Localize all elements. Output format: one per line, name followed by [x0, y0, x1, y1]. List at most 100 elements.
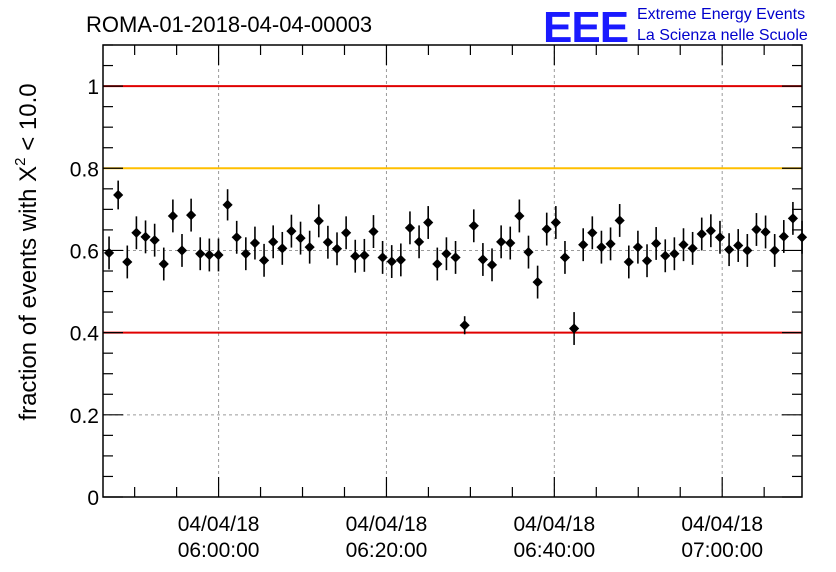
data-point-17: [258, 243, 270, 277]
data-point-42: [486, 248, 498, 282]
marker-32: [395, 254, 406, 265]
chart-title: ROMA-01-2018-04-04-00003: [86, 12, 372, 37]
data-point-21: [295, 221, 306, 255]
marker-28: [359, 250, 370, 261]
data-point-33: [404, 211, 416, 245]
marker-12: [213, 249, 224, 261]
data-point-57: [623, 245, 634, 279]
marker-5: [149, 235, 160, 246]
marker-10: [195, 248, 206, 259]
marker-38: [450, 252, 461, 263]
marker-8: [176, 245, 188, 256]
data-point-38: [450, 241, 461, 274]
data-point-2: [122, 245, 133, 279]
marker-67: [714, 232, 726, 243]
reference-lines: [103, 85, 802, 334]
y-axis-label-sup: 2: [12, 157, 29, 165]
data-point-30: [377, 241, 388, 274]
data-point-24: [322, 225, 333, 259]
marker-39: [459, 320, 470, 331]
x-tick-label-time-3: 07:00:00: [681, 539, 763, 562]
logo-line-2: La Scienza nelle Scuole: [637, 27, 808, 44]
data-point-19: [277, 231, 288, 265]
data-point-8: [176, 234, 188, 267]
axes: [102, 44, 803, 498]
marker-27: [350, 251, 361, 262]
data-point-62: [669, 237, 680, 271]
logo-mark: EEE: [543, 3, 628, 52]
x-tick-label-date-0: 04/04/18: [178, 513, 260, 536]
data-point-31: [386, 245, 397, 278]
x-tick-label-time-0: 06:00:00: [178, 539, 260, 562]
marker-1: [113, 189, 124, 201]
y-tick-label-4: 0.8: [70, 158, 99, 181]
marker-51: [568, 323, 580, 334]
y-tick-label-3: 0.6: [70, 240, 99, 263]
data-point-37: [441, 237, 452, 271]
marker-61: [660, 250, 671, 261]
data-point-39: [459, 316, 470, 335]
marker-43: [496, 236, 507, 247]
marker-2: [122, 256, 133, 268]
y-axis-label-suffix: < 10.0: [15, 83, 42, 157]
marker-60: [651, 238, 662, 249]
marker-14: [231, 232, 242, 243]
logo-line-1: Extreme Energy Events: [637, 6, 805, 23]
marker-13: [222, 199, 233, 210]
data-point-22: [304, 230, 315, 264]
marker-37: [441, 248, 452, 259]
data-point-32: [395, 243, 406, 277]
data-point-20: [286, 214, 297, 248]
data-point-60: [651, 227, 662, 260]
marker-36: [432, 258, 443, 270]
data-point-51: [568, 312, 580, 345]
data-point-61: [660, 239, 671, 273]
data-point-16: [249, 226, 261, 260]
marker-63: [678, 239, 689, 250]
marker-22: [304, 242, 315, 253]
marker-57: [623, 256, 634, 268]
marker-31: [386, 256, 397, 267]
marker-7: [167, 210, 178, 222]
data-point-10: [195, 237, 206, 271]
x-tick-label-date-1: 04/04/18: [346, 513, 428, 536]
y-axis-label: fraction of events with X2 < 10.0: [12, 83, 42, 420]
marker-3: [131, 227, 142, 238]
x-tick-label-time-2: 06:40:00: [513, 539, 595, 562]
data-point-28: [359, 238, 370, 272]
y-tick-labels: 0 0.2 0.4 0.6 0.8 1: [70, 76, 100, 510]
marker-30: [377, 252, 388, 263]
data-point-3: [131, 216, 142, 250]
data-point-13: [222, 189, 233, 221]
marker-15: [240, 248, 251, 259]
marker-21: [295, 233, 306, 244]
x-tick-label-time-1: 06:20:00: [346, 539, 428, 562]
y-tick-label-2: 0.4: [70, 323, 100, 346]
data-point-67: [714, 220, 726, 254]
marker-59: [641, 255, 653, 266]
y-tick-label-5: 1: [87, 76, 99, 99]
data-point-59: [641, 244, 653, 278]
data-point-47: [532, 265, 543, 299]
data-point-36: [432, 247, 443, 281]
data-point-15: [240, 237, 251, 271]
marker-62: [669, 248, 680, 259]
marker-41: [477, 254, 488, 265]
data-point-58: [632, 230, 644, 264]
eee-logo: EEE Extreme Energy Events La Scienza nel…: [543, 3, 808, 52]
marker-17: [258, 255, 270, 266]
marker-47: [532, 277, 543, 288]
data-point-12: [213, 238, 224, 272]
data-point-41: [477, 243, 488, 276]
marker-33: [404, 222, 416, 233]
y-tick-label-1: 0.2: [70, 405, 99, 428]
y-axis-label-prefix: fraction of events with: [15, 182, 42, 421]
y-axis-label-symbol: X: [15, 166, 42, 182]
data-point-14: [231, 220, 242, 254]
x-tick-label-date-2: 04/04/18: [513, 513, 595, 536]
data-point-63: [678, 228, 689, 262]
marker-42: [486, 259, 498, 270]
data-point-11: [204, 238, 215, 272]
x-tick-label-date-3: 04/04/18: [681, 513, 763, 536]
